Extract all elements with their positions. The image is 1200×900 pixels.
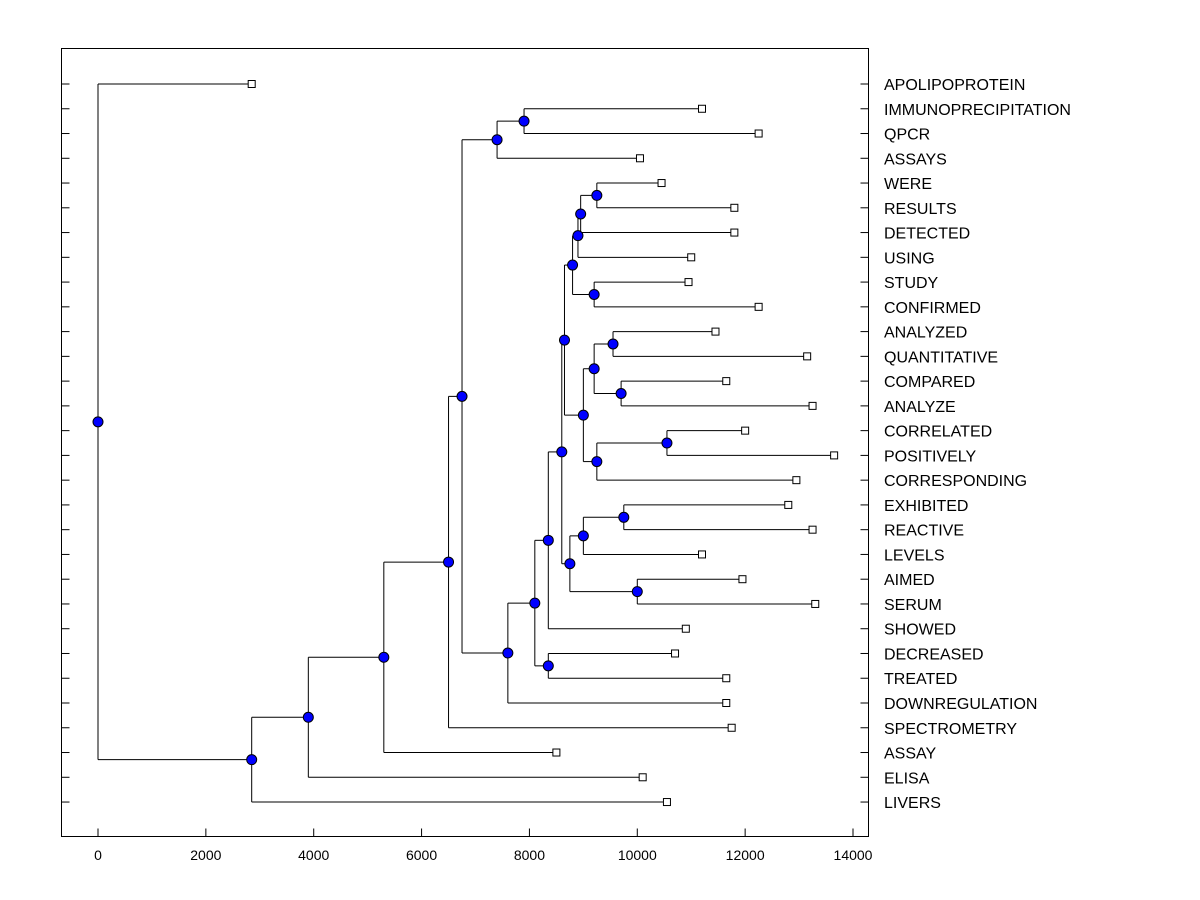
leaf-marker	[830, 451, 839, 460]
leaf-marker	[727, 723, 736, 732]
leaf-marker	[698, 104, 706, 113]
leaf-marker	[784, 500, 793, 509]
leaf-marker	[754, 129, 763, 138]
merge-node	[591, 456, 603, 468]
x-tick-label: 14000	[834, 847, 873, 863]
leaf-label: QUANTITATIVE	[884, 349, 998, 366]
leaf-label: WERE	[884, 176, 932, 193]
leaf-label: APOLIPOPROTEIN	[884, 77, 1025, 94]
x-tick-label: 0	[94, 847, 102, 863]
leaf-marker	[662, 798, 671, 807]
leaf-label: POSITIVELY	[884, 448, 977, 465]
leaf-marker	[247, 80, 256, 88]
leaf-marker	[803, 352, 812, 361]
x-tick-label: 4000	[298, 847, 329, 863]
leaf-marker	[681, 624, 690, 633]
x-tick-label: 12000	[726, 847, 765, 863]
leaf-label: USING	[884, 250, 935, 267]
merge-node	[542, 534, 554, 546]
merge-node	[631, 586, 643, 598]
leaf-label: LIVERS	[884, 795, 941, 812]
leaf-marker	[635, 154, 644, 163]
merge-node	[577, 530, 589, 542]
leaf-label: SHOWED	[884, 622, 956, 639]
merge-node	[558, 334, 570, 346]
leaf-label: REACTIVE	[884, 523, 964, 540]
leaf-label: ASSAY	[884, 746, 937, 763]
leaf-label: ANALYZED	[884, 325, 967, 342]
merge-node	[575, 208, 587, 220]
leaf-label: SPECTROMETRY	[884, 721, 1017, 738]
merge-node	[615, 388, 627, 399]
leaf-label: IMMUNOPRECIPITATION	[884, 102, 1071, 119]
merge-node	[567, 259, 579, 271]
leaf-marker	[722, 377, 731, 386]
leaf-marker	[730, 203, 739, 212]
leaf-marker	[741, 426, 750, 435]
leaf-label: QPCR	[884, 127, 930, 144]
leaf-label: CORRELATED	[884, 424, 992, 441]
merge-node	[607, 338, 619, 350]
leaf-label: STUDY	[884, 275, 939, 292]
x-tick-label: 6000	[406, 847, 437, 863]
leaf-marker	[808, 525, 817, 534]
merge-node	[556, 446, 568, 458]
merge-node	[502, 647, 514, 659]
leaf-marker	[808, 401, 817, 410]
leaf-marker	[671, 649, 680, 658]
merge-node	[661, 437, 673, 449]
leaf-label: DECREASED	[884, 646, 984, 663]
merge-node	[542, 660, 554, 672]
merge-node	[572, 230, 584, 242]
leaf-marker	[722, 674, 731, 683]
merge-node	[529, 597, 541, 609]
merge-node	[588, 363, 600, 375]
leaf-marker	[711, 327, 720, 336]
leaf-label: SERUM	[884, 597, 942, 614]
leaf-marker	[687, 253, 696, 262]
merge-node	[443, 556, 455, 568]
leaf-label: CORRESPONDING	[884, 473, 1027, 490]
leaf-label: DOWNREGULATION	[884, 696, 1037, 713]
leaf-label: ANALYZE	[884, 399, 956, 416]
leaf-marker	[730, 228, 739, 237]
merge-node	[378, 651, 390, 663]
leaf-label: TREATED	[884, 671, 957, 688]
merge-node	[564, 558, 576, 570]
x-tick-label: 2000	[190, 847, 221, 863]
leaf-marker	[684, 278, 693, 287]
merge-node	[491, 134, 503, 146]
merge-node	[92, 416, 104, 428]
leaf-label: ASSAYS	[884, 151, 947, 168]
leaf-marker	[738, 575, 747, 584]
merge-node	[577, 409, 589, 421]
leaf-label: DETECTED	[884, 226, 970, 243]
leaf-label: EXHIBITED	[884, 498, 968, 515]
leaf-marker	[638, 773, 647, 782]
x-tick-label: 10000	[618, 847, 657, 863]
merge-node	[456, 390, 468, 402]
plot-frame	[61, 48, 869, 837]
merge-node	[588, 288, 600, 300]
merge-node	[618, 511, 630, 523]
merge-node	[591, 189, 603, 201]
merge-node	[302, 711, 314, 723]
leaf-label: AIMED	[884, 572, 935, 589]
leaf-marker	[722, 699, 731, 707]
leaf-marker	[552, 748, 561, 757]
leaf-marker	[698, 550, 706, 559]
leaf-marker	[792, 476, 801, 485]
leaf-label: CONFIRMED	[884, 300, 981, 317]
x-tick-label: 8000	[514, 847, 545, 863]
leaf-label: ELISA	[884, 770, 930, 787]
leaf-marker	[657, 179, 666, 188]
merge-node	[518, 115, 530, 127]
leaf-marker	[811, 599, 820, 608]
leaf-label: RESULTS	[884, 201, 957, 218]
leaf-label: LEVELS	[884, 547, 944, 564]
leaf-marker	[754, 302, 763, 311]
merge-node	[246, 754, 258, 766]
leaf-label: COMPARED	[884, 374, 975, 391]
